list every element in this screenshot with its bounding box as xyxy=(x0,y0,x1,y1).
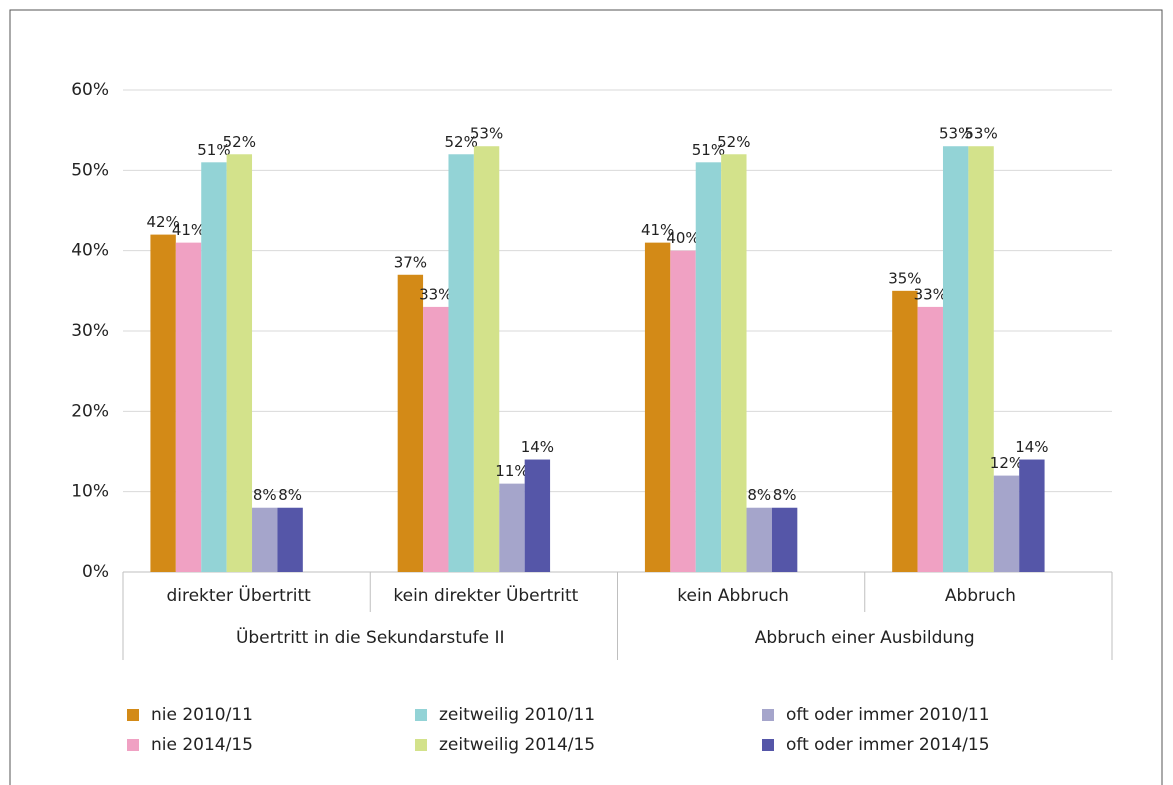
bar xyxy=(746,507,772,572)
legend-label: nie 2014/15 xyxy=(151,735,253,755)
data-label: 11% xyxy=(495,462,528,480)
data-label: 14% xyxy=(1015,438,1048,456)
legend-swatch xyxy=(415,709,427,721)
y-tick-label: 50% xyxy=(71,160,109,180)
bar xyxy=(252,507,278,572)
bar xyxy=(670,250,696,572)
bar xyxy=(892,290,918,572)
x-tick-label: Abbruch xyxy=(945,586,1016,606)
bar xyxy=(721,154,747,572)
x-tick-label: kein direkter Übertritt xyxy=(393,584,578,606)
legend-swatch xyxy=(127,739,139,751)
group-label: Abbruch einer Ausbildung xyxy=(755,628,975,648)
bar xyxy=(942,146,969,572)
bar xyxy=(524,459,551,572)
bar xyxy=(993,475,1020,572)
bar xyxy=(423,306,449,572)
bar xyxy=(277,507,303,572)
x-tick-label: kein Abbruch xyxy=(677,586,789,606)
data-label: 51% xyxy=(692,141,725,159)
y-tick-label: 10% xyxy=(71,482,109,502)
data-label: 42% xyxy=(146,213,179,231)
y-tick-label: 20% xyxy=(71,401,109,421)
y-tick-label: 30% xyxy=(71,321,109,341)
legend-swatch xyxy=(415,739,427,751)
bar xyxy=(473,146,500,572)
y-tick-label: 60% xyxy=(71,80,109,100)
bar xyxy=(644,242,671,572)
data-label: 53% xyxy=(964,125,997,143)
data-label: 51% xyxy=(197,141,230,159)
bar xyxy=(1019,459,1045,572)
legend-label: nie 2010/11 xyxy=(151,705,253,725)
data-label: 52% xyxy=(717,133,750,151)
data-label: 8% xyxy=(278,486,302,504)
data-label: 33% xyxy=(914,285,947,303)
group-label: Übertritt in die Sekundarstufe II xyxy=(236,626,505,648)
bar xyxy=(499,483,525,572)
bar xyxy=(771,507,798,572)
data-label: 33% xyxy=(419,285,452,303)
bar xyxy=(201,162,227,573)
data-label: 8% xyxy=(773,486,797,504)
y-tick-label: 40% xyxy=(71,241,109,261)
data-label: 53% xyxy=(470,125,503,143)
bar xyxy=(150,234,176,572)
data-label: 35% xyxy=(888,269,921,287)
data-label: 40% xyxy=(666,229,699,247)
bar xyxy=(917,306,943,572)
legend-label: zeitweilig 2010/11 xyxy=(439,705,595,725)
bar xyxy=(695,162,722,573)
data-label: 41% xyxy=(641,221,674,239)
x-tick-label: direkter Übertritt xyxy=(166,584,311,606)
bar xyxy=(968,146,994,572)
bar xyxy=(448,154,474,572)
data-label: 14% xyxy=(521,438,554,456)
data-label: 52% xyxy=(223,133,256,151)
bar xyxy=(175,242,202,572)
legend-swatch xyxy=(762,709,774,721)
legend-label: oft oder immer 2010/11 xyxy=(786,705,990,725)
bar xyxy=(226,154,253,572)
data-label: 53% xyxy=(939,125,972,143)
data-label: 41% xyxy=(172,221,205,239)
frame xyxy=(9,9,1163,785)
data-label: 52% xyxy=(445,133,478,151)
bar xyxy=(397,274,424,572)
data-label: 8% xyxy=(747,486,771,504)
data-label: 12% xyxy=(990,454,1023,472)
legend-swatch xyxy=(127,709,139,721)
legend-label: oft oder immer 2014/15 xyxy=(786,735,990,755)
y-tick-label: 0% xyxy=(82,562,109,582)
legend-swatch xyxy=(762,739,774,751)
legend-label: zeitweilig 2014/15 xyxy=(439,735,595,755)
data-label: 37% xyxy=(394,253,427,271)
data-label: 8% xyxy=(253,486,277,504)
